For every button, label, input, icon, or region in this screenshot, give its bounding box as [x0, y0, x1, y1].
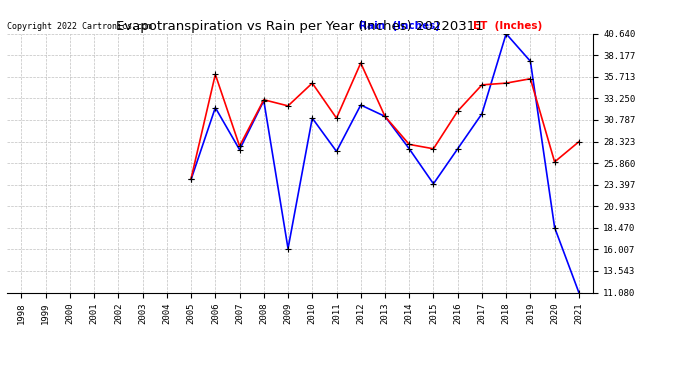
- Text: ET  (Inches): ET (Inches): [473, 21, 542, 31]
- Title: Evapotranspiration vs Rain per Year (Inches) 20220311: Evapotranspiration vs Rain per Year (Inc…: [117, 20, 484, 33]
- Text: Rain  (Inches): Rain (Inches): [359, 21, 440, 31]
- Text: Copyright 2022 Cartronics.com: Copyright 2022 Cartronics.com: [7, 22, 152, 31]
